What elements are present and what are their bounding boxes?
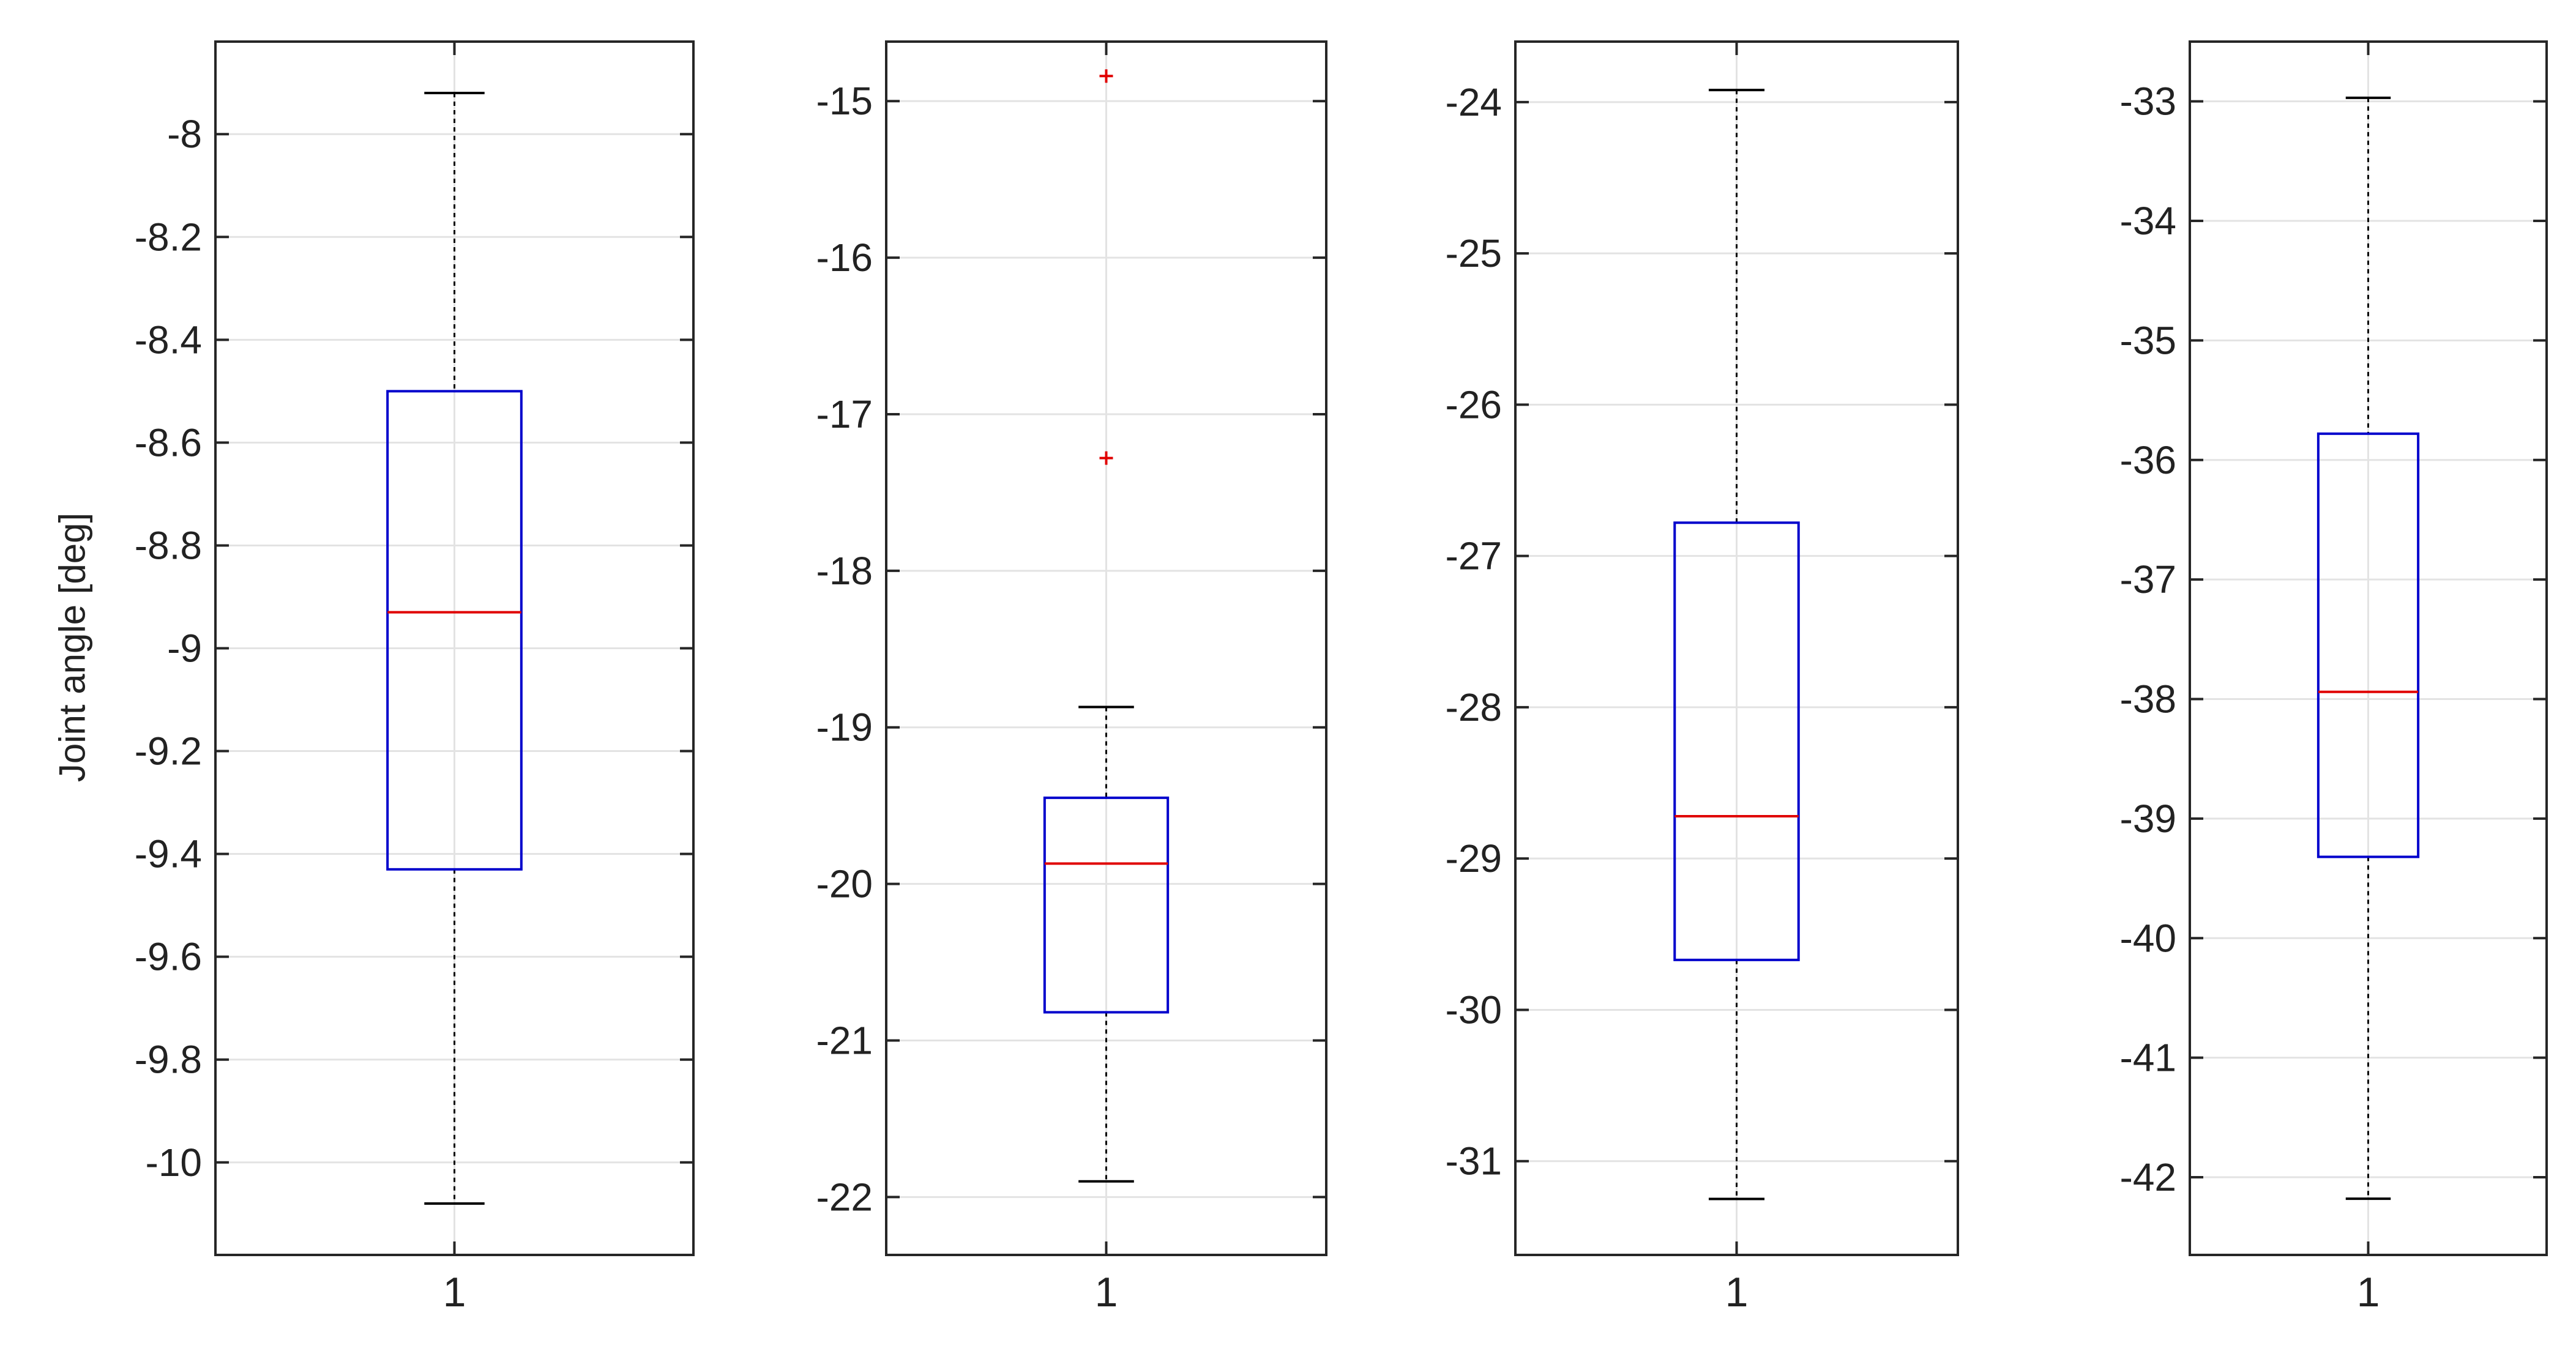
y-axis-label: Joint angle [deg]	[51, 512, 93, 783]
x-tick-label: 1	[2357, 1269, 2380, 1316]
y-tick-label: -35	[2120, 318, 2177, 362]
y-tick-label: -33	[2120, 80, 2177, 124]
y-tick-label: -38	[2120, 677, 2177, 721]
chart-panel-1: -8 -8.2 -8.4 -8.6 -8.8 -9 -9.2 -9.4 -9.6 -9.8 -10 1	[135, 40, 695, 1316]
y-tick-label: -28	[1446, 685, 1503, 729]
y-tick-label: -8.6	[135, 420, 202, 464]
y-tick-label: -9.6	[135, 935, 202, 979]
y-tick-label: -20	[816, 862, 873, 906]
y-tick-label: -8	[167, 112, 202, 156]
y-tick-label: -21	[816, 1018, 873, 1062]
y-tick-label: -17	[816, 392, 873, 436]
chart-panel-2: -15 -16 -17 -18 -19 -20 -21 -22 1	[816, 40, 1327, 1316]
y-tick-label: -8.8	[135, 523, 202, 567]
y-tick-label: -22	[816, 1175, 873, 1219]
y-tick-label: -8.4	[135, 318, 202, 362]
y-tick-label: -41	[2120, 1036, 2177, 1080]
y-tick-label: -27	[1446, 534, 1503, 578]
chart-panel-4: -33 -34 -35 -36 -37 -38 -39 -40 -41 -42 1	[2120, 40, 2548, 1316]
y-tick-label: -42	[2120, 1155, 2177, 1199]
x-tick-label: 1	[443, 1269, 466, 1316]
y-tick-label: -24	[1446, 80, 1503, 124]
y-tick-label: -15	[816, 79, 873, 123]
y-tick-label: -36	[2120, 438, 2177, 482]
y-tick-label: -9.4	[135, 832, 202, 876]
y-tick-label: -30	[1446, 988, 1503, 1032]
y-tick-label: -9	[167, 627, 202, 671]
y-tick-label: -29	[1446, 836, 1503, 880]
y-tick-label: -16	[816, 236, 873, 280]
y-tick-label: -26	[1446, 382, 1503, 426]
y-tick-label: -9.2	[135, 729, 202, 773]
iqr-box	[1673, 521, 1800, 961]
y-tick-label: -18	[816, 549, 873, 593]
y-tick-label: -19	[816, 705, 873, 750]
iqr-box	[386, 390, 523, 871]
y-tick-label: -34	[2120, 199, 2177, 243]
y-tick-label: -9.8	[135, 1038, 202, 1082]
iqr-box	[1043, 796, 1170, 1014]
y-tick-label: -37	[2120, 557, 2177, 601]
iqr-box	[2317, 432, 2420, 858]
y-tick-label: -25	[1446, 231, 1503, 275]
y-tick-label: -8.2	[135, 215, 202, 259]
x-tick-label: 1	[1725, 1269, 1749, 1316]
y-tick-label: -40	[2120, 916, 2177, 960]
chart-panel-3: -24 -25 -26 -27 -28 -29 -30 -31 1	[1446, 40, 1959, 1316]
outlier-point	[1099, 451, 1113, 465]
outlier-point	[1099, 69, 1113, 83]
x-tick-label: 1	[1095, 1269, 1118, 1316]
y-tick-label: -31	[1446, 1139, 1503, 1183]
y-tick-label: -10	[146, 1141, 203, 1185]
y-tick-label: -39	[2120, 797, 2177, 841]
